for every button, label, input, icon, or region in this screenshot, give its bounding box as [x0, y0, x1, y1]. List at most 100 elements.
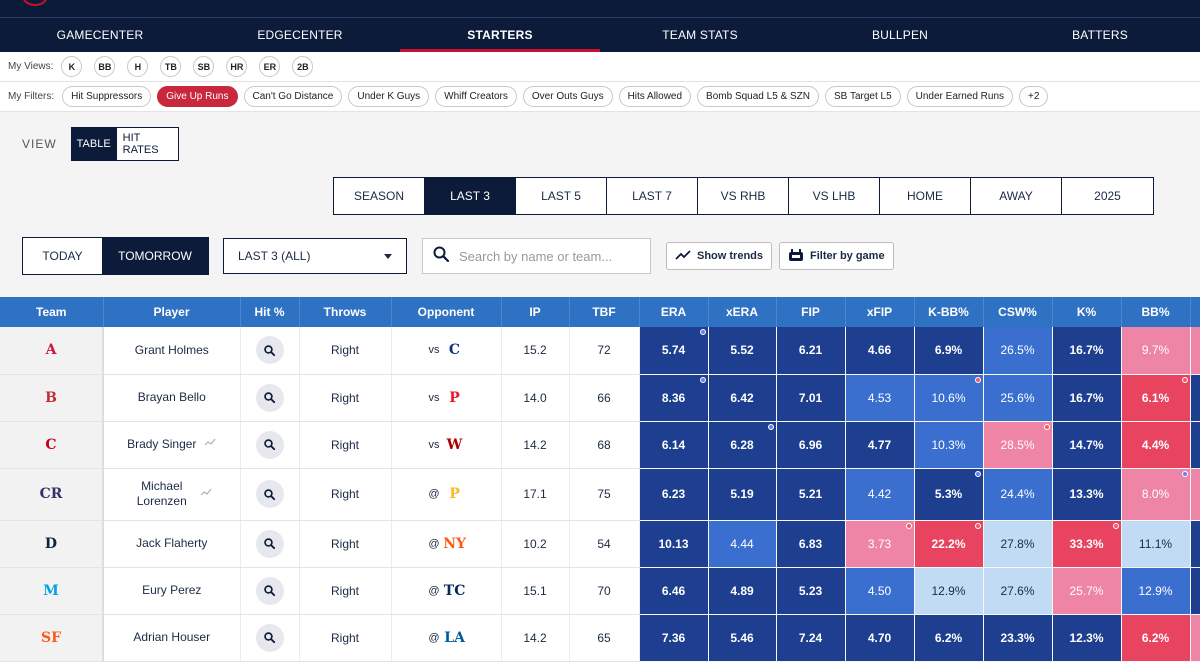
nav-tab-batters[interactable]: BATTERS: [1072, 28, 1128, 42]
table-row[interactable]: M Eury Perez Right @ TC 15.1 70 6.46 4.89 5.23 4.5…: [0, 567, 1200, 615]
column-header[interactable]: K%: [1052, 297, 1122, 327]
player-name[interactable]: Grant Holmes: [134, 342, 209, 357]
tomorrow-button[interactable]: TOMORROW: [102, 238, 208, 274]
column-header[interactable]: xFIP: [845, 297, 915, 327]
view-chip[interactable]: HR: [226, 56, 248, 77]
player-name[interactable]: Brayan Bello: [137, 390, 206, 404]
nav-tab-edgecenter[interactable]: EDGECENTER: [257, 28, 343, 42]
search-box[interactable]: [422, 238, 651, 274]
split-option[interactable]: VS LHB: [789, 178, 880, 214]
player-cell[interactable]: Jack Flaherty: [103, 520, 241, 568]
filter-by-game-button[interactable]: Filter by game: [779, 242, 894, 270]
table-row[interactable]: D Jack Flaherty Right @ NY 10.2 54 10.13 4.44 6.8…: [0, 520, 1200, 568]
indicator-dot-icon: [974, 470, 981, 477]
column-header[interactable]: Throws: [299, 297, 392, 327]
site-logo-icon[interactable]: [22, 0, 48, 6]
column-header[interactable]: Opponent: [391, 297, 502, 327]
filter-chip[interactable]: Hits Allowed: [618, 86, 692, 107]
column-header[interactable]: IP: [501, 297, 570, 327]
nav-tab-team-stats[interactable]: TEAM STATS: [662, 28, 738, 42]
show-trends-button[interactable]: Show trends: [666, 242, 773, 270]
tbf-cell: 72: [569, 327, 640, 375]
split-option[interactable]: VS RHB: [698, 178, 789, 214]
column-header[interactable]: FIP: [776, 297, 846, 327]
column-header[interactable]: CSW%: [983, 297, 1053, 327]
ip-cell: 14.2: [501, 614, 570, 662]
search-icon[interactable]: [255, 336, 284, 365]
filter-chip[interactable]: Whiff Creators: [435, 86, 517, 107]
column-header[interactable]: Hit %: [240, 297, 300, 327]
search-icon[interactable]: [255, 383, 284, 412]
column-header[interactable]: TBF: [569, 297, 640, 327]
column-header[interactable]: Player: [103, 297, 241, 327]
table-row[interactable]: A Grant Holmes Right vs C 15.2 72 5.74 5.52 6.21 4…: [0, 327, 1200, 375]
search-icon[interactable]: [255, 430, 284, 459]
column-header[interactable]: xERA: [708, 297, 777, 327]
column-header[interactable]: ERA: [639, 297, 709, 327]
stat-value: 10.13: [658, 536, 689, 551]
player-cell[interactable]: Grant Holmes: [103, 327, 241, 375]
view-chip[interactable]: BB: [94, 56, 116, 77]
view-chip[interactable]: 2B: [292, 56, 314, 77]
view-chip[interactable]: K: [61, 56, 83, 77]
nav-tab-gamecenter[interactable]: GAMECENTER: [56, 28, 144, 42]
player-cell[interactable]: Brady Singer: [103, 421, 241, 469]
search-icon[interactable]: [255, 529, 284, 558]
player-name[interactable]: Adrian Houser: [133, 630, 211, 644]
filter-chip[interactable]: Under K Guys: [348, 86, 430, 107]
view-chip[interactable]: SB: [193, 56, 215, 77]
stat-cell: 4.77: [845, 421, 915, 469]
player-cell[interactable]: Michael Lorenzen: [103, 468, 241, 521]
split-option[interactable]: LAST 7: [607, 178, 698, 214]
filter-chip[interactable]: Hit Suppressors: [62, 86, 152, 107]
stat-value: 23.3%: [1000, 630, 1035, 645]
filter-chip[interactable]: +2: [1019, 86, 1049, 107]
split-option[interactable]: AWAY: [971, 178, 1062, 214]
opponent-wrap: vs C: [429, 341, 464, 359]
table-row[interactable]: C Brady Singer Right vs W 14.2 68 6.14 6.28 6.96 4…: [0, 421, 1200, 469]
today-button[interactable]: TODAY: [23, 238, 102, 274]
search-icon[interactable]: [255, 623, 284, 652]
filter-chip[interactable]: Under Earned Runs: [906, 86, 1014, 107]
split-option[interactable]: 2025: [1062, 178, 1153, 214]
opponent-logo-icon: P: [449, 389, 460, 406]
view-chip[interactable]: H: [127, 56, 149, 77]
player-name[interactable]: Eury Perez: [142, 583, 202, 597]
filter-chip[interactable]: Over Outs Guys: [522, 86, 613, 107]
player-cell[interactable]: Adrian Houser: [103, 614, 241, 662]
throws-cell: Right: [299, 374, 392, 422]
player-cell[interactable]: Eury Perez: [103, 567, 241, 615]
hit-rate-cell: [240, 421, 300, 469]
filter-chip[interactable]: SB Target L5: [825, 86, 901, 107]
table-view-button[interactable]: TABLE: [70, 127, 117, 161]
filter-chip[interactable]: Bomb Squad L5 & SZN: [697, 86, 819, 107]
split-option[interactable]: LAST 5: [516, 178, 607, 214]
stat-value: 6.21: [798, 343, 823, 358]
search-input[interactable]: [459, 248, 639, 264]
split-option[interactable]: SEASON: [334, 178, 425, 214]
player-cell[interactable]: Brayan Bello: [103, 374, 241, 422]
split-option[interactable]: HOME: [880, 178, 971, 214]
search-icon[interactable]: [255, 576, 284, 605]
player-name[interactable]: Brady Singer: [127, 437, 197, 451]
stat-cell: 12.9%: [1121, 567, 1191, 615]
view-chip[interactable]: TB: [160, 56, 182, 77]
filter-chip[interactable]: Can't Go Distance: [243, 86, 343, 107]
view-chip[interactable]: ER: [259, 56, 281, 77]
player-name[interactable]: Jack Flaherty: [136, 536, 208, 550]
split-option[interactable]: LAST 3: [425, 178, 516, 214]
column-header[interactable]: Team: [0, 297, 104, 327]
range-dropdown[interactable]: LAST 3 (ALL): [223, 238, 407, 274]
column-header[interactable]: K-BB%: [914, 297, 984, 327]
table-row[interactable]: B Brayan Bello Right vs P 14.0 66 8.36 6.42 7.01 4…: [0, 374, 1200, 422]
table-row[interactable]: SF Adrian Houser Right @ LA 14.2 65 7.36 5.46 7.2…: [0, 614, 1200, 662]
hit-rates-view-button[interactable]: HIT RATES: [116, 127, 179, 161]
nav-tab-starters[interactable]: STARTERS: [400, 18, 600, 52]
filter-chip[interactable]: Give Up Runs: [157, 86, 238, 107]
stat-cell: 5.74: [639, 327, 709, 375]
table-row[interactable]: CR Michael Lorenzen Right @ P 17.1 75 6.23 5.19 5…: [0, 468, 1200, 521]
search-icon[interactable]: [255, 480, 284, 508]
player-name[interactable]: Michael Lorenzen: [136, 479, 187, 508]
column-header[interactable]: BB%: [1121, 297, 1191, 327]
nav-tab-bullpen[interactable]: BULLPEN: [871, 28, 929, 42]
